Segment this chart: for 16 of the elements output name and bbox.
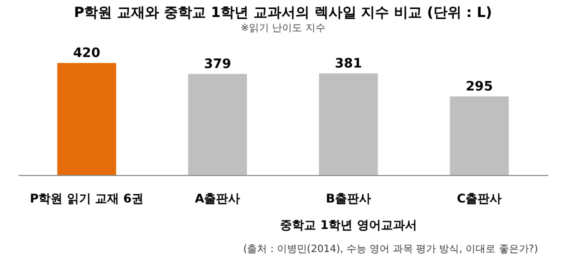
bar [188,74,248,175]
data-label: 379 [204,56,232,72]
data-label: 420 [73,46,100,61]
bar [57,63,116,175]
text: (출처 : 이병민(2014), 수능 영어 과목 평가 방식, 이대로 좋은가?) [243,244,538,255]
text: 중학교 1학년 영어교과서 [280,218,417,232]
chart-title: P학원 교재와 중학교 1학년 교과서의 렉사일 지수 비교 (단위 : L) [74,5,492,21]
data-label: 295 [466,79,493,94]
data-label: 381 [334,56,362,72]
bar [450,96,509,175]
x-tick-label: C출판사 [456,192,502,206]
x-tick-label: B출판사 [326,192,372,206]
x-tick-label: A출판사 [194,192,240,206]
chart-subtitle: ※읽기 난이도 지수 [240,23,326,34]
x-tick-label: P학원 읽기 교재 6권 [30,192,144,206]
bar [318,73,378,175]
